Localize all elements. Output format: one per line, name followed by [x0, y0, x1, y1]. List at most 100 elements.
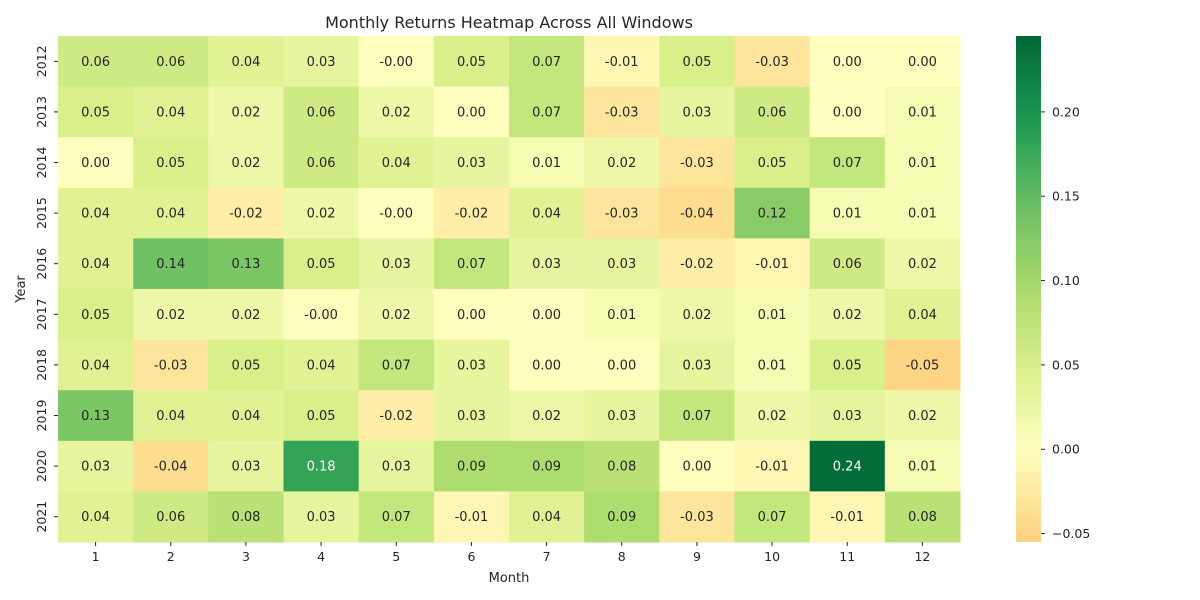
x-axis-ticks: 1 2 3 4 5 6 7 8 9 10 11 12	[92, 542, 930, 564]
heatmap-cell	[358, 390, 435, 442]
colorbar-tick-label: 0.15	[1052, 189, 1080, 204]
cell-value-label: 0.00	[532, 308, 561, 323]
y-axis-label: Year	[14, 275, 29, 304]
heatmap-cell	[734, 289, 811, 341]
y-tick-label: 2020	[34, 450, 49, 482]
cell-value-label: 0.09	[532, 460, 561, 475]
colorbar	[1016, 36, 1041, 542]
cell-value-label: 0.02	[908, 409, 937, 424]
cell-value-label: 0.24	[833, 460, 862, 475]
cell-value-label: 0.18	[307, 460, 336, 475]
cell-value-label: 0.04	[382, 156, 411, 171]
cell-value-label: 0.07	[682, 409, 711, 424]
x-tick-label: 7	[543, 549, 551, 564]
heatmap-cell	[358, 137, 435, 189]
cell-value-label: 0.02	[908, 257, 937, 272]
x-tick-label: 10	[764, 549, 780, 564]
heatmap-cell	[358, 86, 435, 138]
cell-value-label: 0.03	[607, 409, 636, 424]
heatmap-cell	[659, 36, 735, 88]
cell-value-label: -0.04	[154, 460, 188, 475]
cell-value-label: 0.03	[682, 358, 711, 373]
heatmap-cell	[283, 491, 360, 543]
heatmap-cell	[58, 238, 134, 290]
heatmap-cell	[133, 36, 209, 88]
cell-value-label: 0.02	[307, 207, 336, 222]
heatmap-cell	[884, 86, 961, 138]
heatmap-cell	[734, 187, 811, 239]
cell-value-label: 0.00	[457, 308, 486, 323]
cell-value-label: -0.03	[605, 105, 639, 120]
heatmap-cell	[433, 289, 510, 341]
cell-value-label: 0.04	[307, 358, 336, 373]
heatmap-cell	[433, 137, 510, 189]
cell-value-label: 0.01	[758, 308, 787, 323]
heatmap-cell	[283, 390, 360, 442]
y-tick-label: 2015	[34, 197, 49, 229]
cell-value-label: 0.04	[81, 257, 110, 272]
heatmap-cell	[208, 289, 284, 341]
heatmap-cell	[659, 491, 735, 543]
heatmap-cell	[734, 390, 811, 442]
x-tick-label: 12	[914, 549, 930, 564]
cell-value-label: 0.04	[81, 510, 110, 525]
cell-value-label: 0.04	[231, 55, 260, 70]
cell-value-label: 0.08	[231, 510, 260, 525]
heatmap-cell	[509, 491, 585, 543]
colorbar-tick-label: −0.05	[1052, 526, 1090, 541]
cell-value-label: 0.04	[156, 207, 185, 222]
cell-value-label: 0.02	[532, 409, 561, 424]
heatmap-cell	[884, 137, 961, 189]
cell-value-label: 0.04	[81, 358, 110, 373]
heatmap-cell	[433, 339, 510, 391]
heatmap-cell	[809, 36, 886, 88]
heatmap-cell	[133, 440, 209, 492]
cell-value-label: 0.00	[833, 55, 862, 70]
cell-value-label: 0.02	[758, 409, 787, 424]
x-tick-label: 8	[618, 549, 626, 564]
cell-value-label: 0.07	[382, 358, 411, 373]
cell-value-label: 0.01	[908, 156, 937, 171]
cell-value-label: 0.09	[607, 510, 636, 525]
cell-value-label: -0.01	[830, 510, 864, 525]
colorbar-tick-label: 0.10	[1052, 273, 1080, 288]
heatmap-cell	[358, 440, 435, 492]
cell-value-label: 0.02	[682, 308, 711, 323]
cell-value-label: 0.05	[156, 156, 185, 171]
heatmap-cell	[809, 289, 886, 341]
cell-value-label: 0.06	[307, 105, 336, 120]
cell-value-label: 0.02	[231, 156, 260, 171]
heatmap-cell	[659, 86, 735, 138]
heatmap-cell	[208, 137, 284, 189]
cell-value-label: 0.03	[81, 460, 110, 475]
heatmap-cell	[58, 187, 134, 239]
heatmap-cell-labels: 0.06 0.06 0.04 0.03 -0.00 0.05 0.07 -0.01 0.05 -0…	[81, 55, 939, 525]
heatmap-cell	[509, 289, 585, 341]
heatmap-cell	[358, 187, 435, 239]
heatmap-cell	[358, 238, 435, 290]
cell-value-label: -0.02	[379, 409, 413, 424]
heatmap-cell	[433, 440, 510, 492]
cell-value-label: 0.03	[382, 257, 411, 272]
cell-value-label: 0.08	[607, 460, 636, 475]
y-tick-label: 2013	[34, 96, 49, 128]
heatmap-cell	[809, 238, 886, 290]
cell-value-label: -0.03	[680, 156, 714, 171]
cell-value-label: 0.00	[532, 358, 561, 373]
heatmap-cell	[884, 238, 961, 290]
cell-value-label: 0.03	[382, 460, 411, 475]
heatmap-cell	[433, 238, 510, 290]
heatmap-cell	[358, 289, 435, 341]
heatmap-cell	[208, 339, 284, 391]
heatmap-cell	[809, 187, 886, 239]
colorbar-tick-label: 0.20	[1052, 104, 1080, 119]
cell-value-label: 0.06	[156, 55, 185, 70]
cell-value-label: 0.03	[682, 105, 711, 120]
heatmap-cell	[659, 390, 735, 442]
cell-value-label: 0.02	[833, 308, 862, 323]
x-tick-label: 2	[167, 549, 175, 564]
colorbar-tick-label: 0.00	[1052, 442, 1080, 457]
cell-value-label: 0.04	[81, 207, 110, 222]
heatmap-cell	[58, 390, 134, 442]
cell-value-label: -0.00	[379, 207, 413, 222]
